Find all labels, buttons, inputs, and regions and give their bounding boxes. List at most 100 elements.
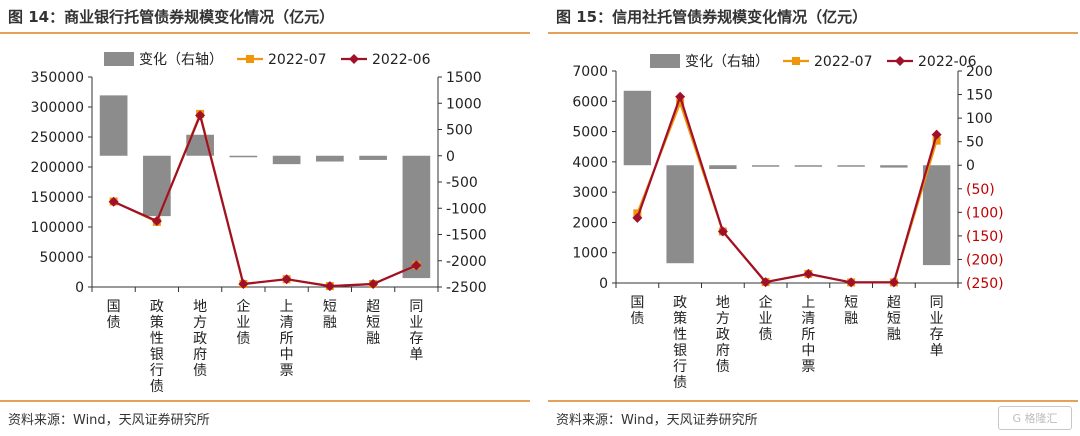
point-2022-06 — [368, 279, 379, 289]
bar-change — [922, 165, 951, 266]
point-2022-06 — [108, 196, 119, 207]
point-2022-06 — [324, 281, 335, 292]
legend-swatch-bar — [650, 54, 680, 68]
x-tick-label: 企业债 — [236, 298, 250, 347]
chart-source: 资料来源：Wind，天风证券研究所 — [8, 413, 210, 428]
y-left-tick-label: 4000 — [572, 155, 608, 171]
legend-label: 2022-07 — [268, 52, 327, 68]
x-tick-label: 国债 — [630, 295, 644, 327]
bar-change — [359, 155, 387, 160]
y-left-tick-label: 6000 — [572, 94, 608, 110]
legend: 变化（右轴） 2022-07 2022-06 — [650, 54, 977, 70]
y-right-tick-label: 200 — [966, 64, 993, 80]
bar-change — [99, 95, 128, 156]
y-right-tick-label: 150 — [966, 88, 993, 104]
y-right-tick-label: 500 — [446, 123, 473, 139]
y-right-tick-label: 100 — [966, 111, 993, 127]
point-2022-06 — [151, 216, 162, 226]
y-left-tick-label: 1000 — [572, 246, 608, 262]
x-tick-label: 政策性银行债 — [150, 299, 164, 395]
chart-source: 资料来源：Wind，天风证券研究所 — [556, 413, 758, 428]
y-right-tick-label: -2500 — [446, 280, 487, 296]
y-left-tick-label: 5000 — [572, 125, 608, 141]
legend-marker-diamond — [349, 54, 359, 64]
y-right-tick-label: (150) — [966, 229, 1004, 245]
point-2022-06 — [238, 279, 249, 289]
point-2022-06 — [888, 277, 899, 288]
x-tick-label: 同业存单 — [409, 299, 423, 363]
watermark-logo: G 格隆汇 — [998, 406, 1072, 430]
y-right-tick-label: -1000 — [446, 201, 487, 217]
point-2022-06 — [675, 91, 686, 102]
y-right-tick-label: (100) — [966, 205, 1004, 221]
series-line-2022-06 — [636, 93, 938, 284]
legend-label: 2022-06 — [372, 52, 431, 68]
point-2022-06 — [411, 260, 422, 271]
point-2022-06 — [281, 274, 292, 285]
y-left-tick-label: 200000 — [31, 160, 84, 176]
x-tick-label: 国债 — [107, 299, 121, 331]
bar-change — [751, 165, 780, 167]
y-right-tick-label: 50 — [966, 135, 984, 151]
y-right-tick-label: -500 — [446, 175, 478, 191]
y-right-tick-label: 0 — [446, 149, 455, 165]
chart-svg: 0 50000 100000 150000 200000 250000 300000 3500… — [31, 52, 487, 395]
bar-change — [794, 165, 823, 167]
y-right-tick-label: -2000 — [446, 254, 487, 270]
bar-change — [402, 155, 431, 279]
legend-label: 2022-07 — [814, 54, 873, 70]
x-tick-label: 超短融 — [366, 299, 380, 347]
bar-change — [880, 165, 908, 168]
chart-title: 图 14：商业银行托管债券规模变化情况（亿元） — [8, 8, 335, 26]
source-rule — [0, 400, 530, 402]
point-2022-06 — [803, 268, 814, 279]
y-right-tick-label: 1500 — [446, 70, 482, 86]
bar-change — [709, 165, 737, 169]
series-line-2022-06 — [113, 111, 417, 288]
y-right-tick-label: (200) — [966, 252, 1004, 268]
legend-label: 2022-06 — [918, 54, 977, 70]
point-2022-06 — [632, 212, 643, 223]
point-2022-06 — [760, 277, 771, 288]
x-tick-label: 同业存单 — [930, 295, 944, 359]
legend-marker-diamond — [895, 56, 905, 66]
x-tick-label: 超短融 — [887, 295, 901, 343]
bar-change — [143, 155, 171, 217]
bar-change — [837, 165, 865, 167]
y-left-tick-label: 3000 — [572, 185, 608, 201]
point-2022-07 — [676, 98, 685, 107]
y-left-tick-label: 350000 — [31, 70, 84, 86]
x-tick-label: 地方政府债 — [193, 299, 207, 379]
chart-panel-credit-unions: 图 15：信用社托管债券规模变化情况（亿元） 0 1000 2000 3000 4000… — [548, 0, 1078, 436]
bar-change — [316, 155, 344, 162]
point-2022-07 — [932, 136, 941, 145]
y-left-tick-label: 2000 — [572, 215, 608, 231]
legend-marker-square — [246, 55, 254, 63]
y-right-tick-label: (50) — [966, 182, 995, 198]
bar-change — [666, 165, 694, 264]
chart-title: 图 15：信用社托管债券规模变化情况（亿元） — [556, 8, 868, 26]
y-left-tick-label: 150000 — [31, 190, 84, 206]
chart-svg: 01000200030004000500060007000(250)(200)(… — [572, 54, 1004, 391]
y-right-tick-label: 1000 — [446, 96, 482, 112]
x-tick-label: 地方政府债 — [716, 295, 730, 375]
bar-change — [272, 155, 301, 165]
title-rule — [0, 32, 530, 34]
point-2022-06 — [195, 110, 206, 121]
x-tick-label: 上清所中票 — [280, 299, 294, 379]
legend-swatch-bar — [104, 52, 134, 66]
point-2022-06 — [931, 129, 942, 140]
legend-label: 变化（右轴） — [685, 54, 769, 70]
y-left-tick-label: 100000 — [31, 220, 84, 236]
y-right-tick-label: (250) — [966, 276, 1004, 292]
x-tick-label: 政策性银行债 — [673, 295, 687, 391]
y-right-tick-label: 0 — [966, 158, 975, 174]
y-left-tick-label: 250000 — [31, 130, 84, 146]
x-tick-label: 短融 — [323, 299, 337, 331]
source-rule — [548, 400, 1078, 402]
bar-change — [623, 90, 652, 166]
title-rule — [548, 32, 1078, 34]
point-2022-06 — [717, 226, 728, 237]
x-tick-label: 企业债 — [759, 294, 773, 343]
legend-label: 变化（右轴） — [139, 52, 223, 68]
